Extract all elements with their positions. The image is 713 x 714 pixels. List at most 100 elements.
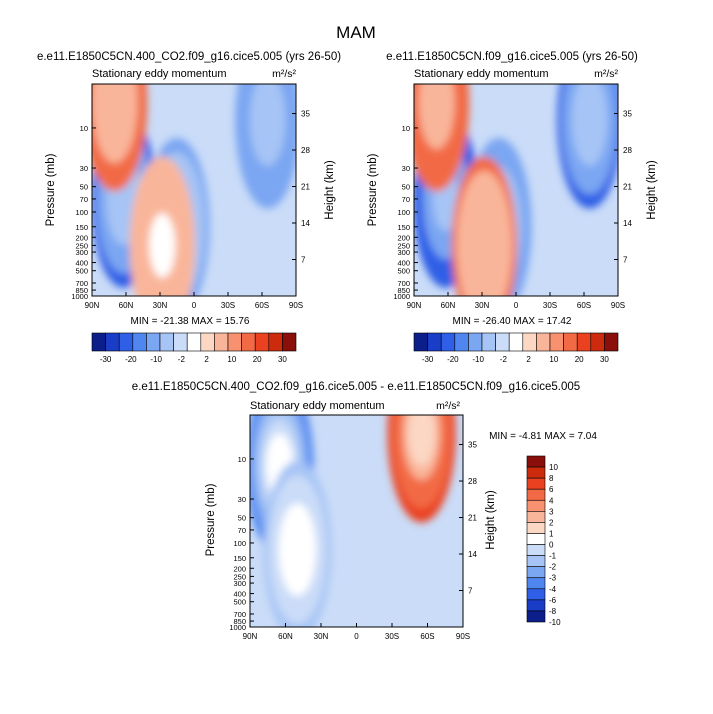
y-tick-label: 300 [397,248,410,257]
y-tick-label: 500 [397,267,410,276]
panel-3-title: e.e11.E1850C5CN.400_CO2.f09_g16.cice5.00… [132,381,580,393]
x-tick-label: 30S [385,632,399,641]
x-tick-label: 90S [456,632,470,641]
colorbar-cell [227,332,242,352]
x-tick-label: 30S [543,301,557,310]
colorbar-label: 10 [227,355,236,364]
colorbar-label: -3 [549,574,557,583]
colorbar-cell [440,332,456,352]
colorbar-label: 2 [204,355,209,364]
y-tick-label: 850 [233,617,246,626]
panel-2-plot: 90N 60N 30N 0 30S 60S 90S103050701001502002503… [393,83,632,310]
colorbar-cell [526,555,546,567]
x-tick-label: 90N [243,632,258,641]
colorbar-cell [91,332,106,352]
panel-2-stats: MIN = -26.40 MAX = 17.42 [453,316,572,327]
y-tick-label: 30 [80,164,88,173]
y-tick-label: 250 [233,572,246,581]
y-tick-label: 10 [238,455,246,464]
colorbar-cell [526,488,546,501]
contour-level [101,84,128,135]
y-tick-label: 1000 [229,623,246,632]
y-tick-label: 100 [397,208,410,217]
panel-1-ylabel-right: Height (km) [324,160,336,220]
panel-2-title: e.e11.E1850C5CN.f09_g16.cice5.005 (yrs 2… [386,51,638,63]
colorbar-cell [481,332,496,352]
y-tick-label: 300 [75,248,88,257]
colorbar-label: -2 [178,355,186,364]
panel-1-units: m²/s² [272,68,296,80]
y-tick-label: 150 [75,223,88,232]
colorbar-cell [526,566,546,579]
y-tick-label: 300 [233,579,246,588]
colorbar-cell [526,477,546,490]
y-right-tick-label: 14 [623,219,632,228]
panel-2-ylabel-right: Height (km) [646,160,658,220]
colorbar-label: 2 [526,355,531,364]
colorbar-cell [526,544,546,556]
y-tick-label: 250 [75,241,88,250]
colorbar-label: 30 [278,355,287,364]
y-tick-label: 30 [402,164,410,173]
colorbar-cell [526,522,546,534]
x-tick-label: 90S [289,301,303,310]
colorbar-cell [214,332,229,352]
x-tick-label: 90N [85,301,100,310]
y-tick-label: 150 [397,223,410,232]
y-tick-label: 250 [397,241,410,250]
x-tick-label: 0 [354,632,359,641]
colorbar-cell [282,332,297,352]
colorbar-label: -20 [125,355,137,364]
x-tick-label: 0 [192,301,197,310]
contour-level [576,87,603,153]
colorbar-cell [563,332,578,352]
panel-1-plot: 90N 60N 30N 0 30S 60S 90S103050701001502002503… [71,83,310,310]
y-right-tick-label: 28 [623,146,632,155]
y-right-tick-label: 14 [301,219,310,228]
colorbar-label: 20 [253,355,262,364]
y-tick-label: 150 [233,554,246,563]
x-tick-label: 90S [611,301,625,310]
x-tick-label: 60S [255,301,269,310]
colorbar-cell [526,588,546,601]
y-tick-label: 700 [233,610,246,619]
y-tick-label: 400 [233,590,246,599]
contour-field [92,84,296,296]
colorbar-label: -10 [150,355,162,364]
y-tick-label: 850 [75,286,88,295]
colorbar-cell [146,332,161,352]
x-tick-label: 0 [514,301,519,310]
y-tick-label: 100 [233,539,246,548]
y-tick-label: 1000 [71,292,88,301]
colorbar-cell [526,466,546,479]
colorbar-cell [526,499,546,512]
panel-3-plot: 90N 60N 30N 0 30S 60S 90S103050701001502002503… [229,414,477,641]
colorbar-label: 30 [600,355,609,364]
colorbar-cell [526,610,546,623]
y-right-tick-label: 35 [301,110,310,119]
x-tick-label: 60N [441,301,456,310]
colorbar-cell [468,332,483,352]
y-tick-label: 30 [238,495,246,504]
colorbar-cell [522,332,537,352]
panel-3: e.e11.E1850C5CN.400_CO2.f09_g16.cice5.00… [132,381,598,641]
colorbar-cell [590,332,605,352]
colorbar-label: 0 [549,541,554,550]
y-right-tick-label: 14 [468,550,477,559]
panel-1-ylabel: Pressure (mb) [45,153,57,226]
y-tick-label: 70 [80,195,88,204]
y-right-tick-label: 7 [301,256,306,265]
colorbar-label: 1 [549,529,554,538]
y-tick-label: 500 [233,598,246,607]
panel-1-stats: MIN = -21.38 MAX = 15.76 [131,316,250,327]
y-tick-label: 200 [397,233,410,242]
x-tick-label: 30N [314,632,329,641]
colorbar-label: 2 [549,518,554,527]
panel-2-units: m²/s² [594,68,618,80]
colorbar-cell [495,332,510,352]
colorbar-label: -30 [422,355,434,364]
colorbar-label: -30 [100,355,112,364]
y-tick-label: 10 [402,124,410,133]
colorbar-label: 3 [549,507,554,516]
